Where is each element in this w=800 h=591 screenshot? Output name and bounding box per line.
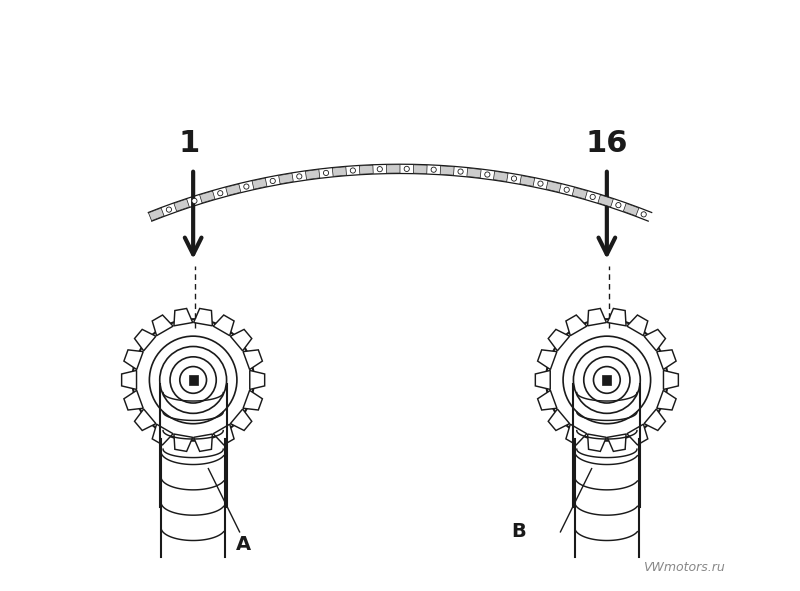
Polygon shape bbox=[124, 350, 143, 369]
Circle shape bbox=[641, 212, 646, 217]
Polygon shape bbox=[252, 178, 267, 189]
Polygon shape bbox=[226, 184, 241, 196]
Polygon shape bbox=[663, 371, 678, 389]
Polygon shape bbox=[214, 424, 234, 445]
Circle shape bbox=[431, 167, 436, 173]
Circle shape bbox=[458, 169, 463, 174]
Polygon shape bbox=[538, 350, 557, 369]
Polygon shape bbox=[644, 329, 666, 351]
Polygon shape bbox=[520, 176, 534, 186]
Polygon shape bbox=[627, 424, 648, 445]
Circle shape bbox=[564, 187, 570, 192]
Circle shape bbox=[404, 166, 410, 171]
Polygon shape bbox=[174, 309, 193, 326]
Polygon shape bbox=[359, 165, 374, 174]
Polygon shape bbox=[414, 165, 427, 174]
Circle shape bbox=[132, 319, 254, 441]
Text: 1: 1 bbox=[178, 129, 199, 158]
Polygon shape bbox=[152, 424, 173, 445]
Polygon shape bbox=[607, 309, 626, 326]
Polygon shape bbox=[588, 309, 606, 326]
Polygon shape bbox=[598, 195, 614, 207]
Circle shape bbox=[323, 170, 329, 176]
Polygon shape bbox=[243, 350, 262, 369]
Polygon shape bbox=[230, 329, 252, 351]
Polygon shape bbox=[494, 171, 508, 181]
Circle shape bbox=[377, 167, 382, 172]
Polygon shape bbox=[230, 409, 252, 430]
Circle shape bbox=[297, 174, 302, 179]
Circle shape bbox=[546, 319, 668, 441]
Polygon shape bbox=[566, 315, 586, 336]
Polygon shape bbox=[607, 434, 626, 452]
Text: B: B bbox=[511, 522, 526, 541]
Polygon shape bbox=[174, 199, 190, 212]
Polygon shape bbox=[548, 329, 570, 351]
Polygon shape bbox=[657, 390, 676, 410]
Polygon shape bbox=[243, 390, 262, 410]
Polygon shape bbox=[538, 390, 557, 410]
Polygon shape bbox=[572, 187, 587, 199]
Polygon shape bbox=[200, 191, 215, 203]
Polygon shape bbox=[124, 390, 143, 410]
Polygon shape bbox=[174, 434, 193, 452]
Polygon shape bbox=[306, 170, 320, 180]
Circle shape bbox=[538, 181, 543, 186]
Text: VWmotors.ru: VWmotors.ru bbox=[643, 561, 725, 574]
Polygon shape bbox=[214, 315, 234, 336]
Polygon shape bbox=[278, 173, 294, 184]
Polygon shape bbox=[535, 371, 550, 389]
Polygon shape bbox=[623, 203, 639, 216]
Polygon shape bbox=[122, 371, 137, 389]
Polygon shape bbox=[588, 434, 606, 452]
Polygon shape bbox=[386, 165, 400, 173]
Polygon shape bbox=[440, 166, 454, 175]
Polygon shape bbox=[134, 409, 156, 430]
Polygon shape bbox=[194, 309, 212, 326]
Polygon shape bbox=[644, 409, 666, 430]
Circle shape bbox=[244, 184, 249, 189]
Polygon shape bbox=[627, 315, 648, 336]
Polygon shape bbox=[657, 350, 676, 369]
Polygon shape bbox=[548, 409, 570, 430]
Circle shape bbox=[218, 191, 223, 196]
Polygon shape bbox=[566, 424, 586, 445]
Circle shape bbox=[166, 207, 171, 212]
Circle shape bbox=[616, 203, 621, 207]
Text: 16: 16 bbox=[586, 129, 628, 158]
Circle shape bbox=[590, 194, 595, 200]
Polygon shape bbox=[250, 371, 265, 389]
Circle shape bbox=[270, 178, 275, 184]
Circle shape bbox=[485, 172, 490, 177]
Circle shape bbox=[511, 176, 517, 181]
Bar bbox=[602, 375, 611, 385]
Polygon shape bbox=[467, 168, 481, 178]
Polygon shape bbox=[546, 181, 561, 192]
Polygon shape bbox=[149, 208, 164, 220]
Polygon shape bbox=[194, 434, 212, 452]
Bar bbox=[189, 375, 198, 385]
Text: A: A bbox=[236, 535, 251, 554]
Polygon shape bbox=[332, 167, 346, 176]
Polygon shape bbox=[134, 329, 156, 351]
Circle shape bbox=[350, 168, 355, 173]
Circle shape bbox=[192, 199, 197, 203]
Polygon shape bbox=[152, 315, 173, 336]
